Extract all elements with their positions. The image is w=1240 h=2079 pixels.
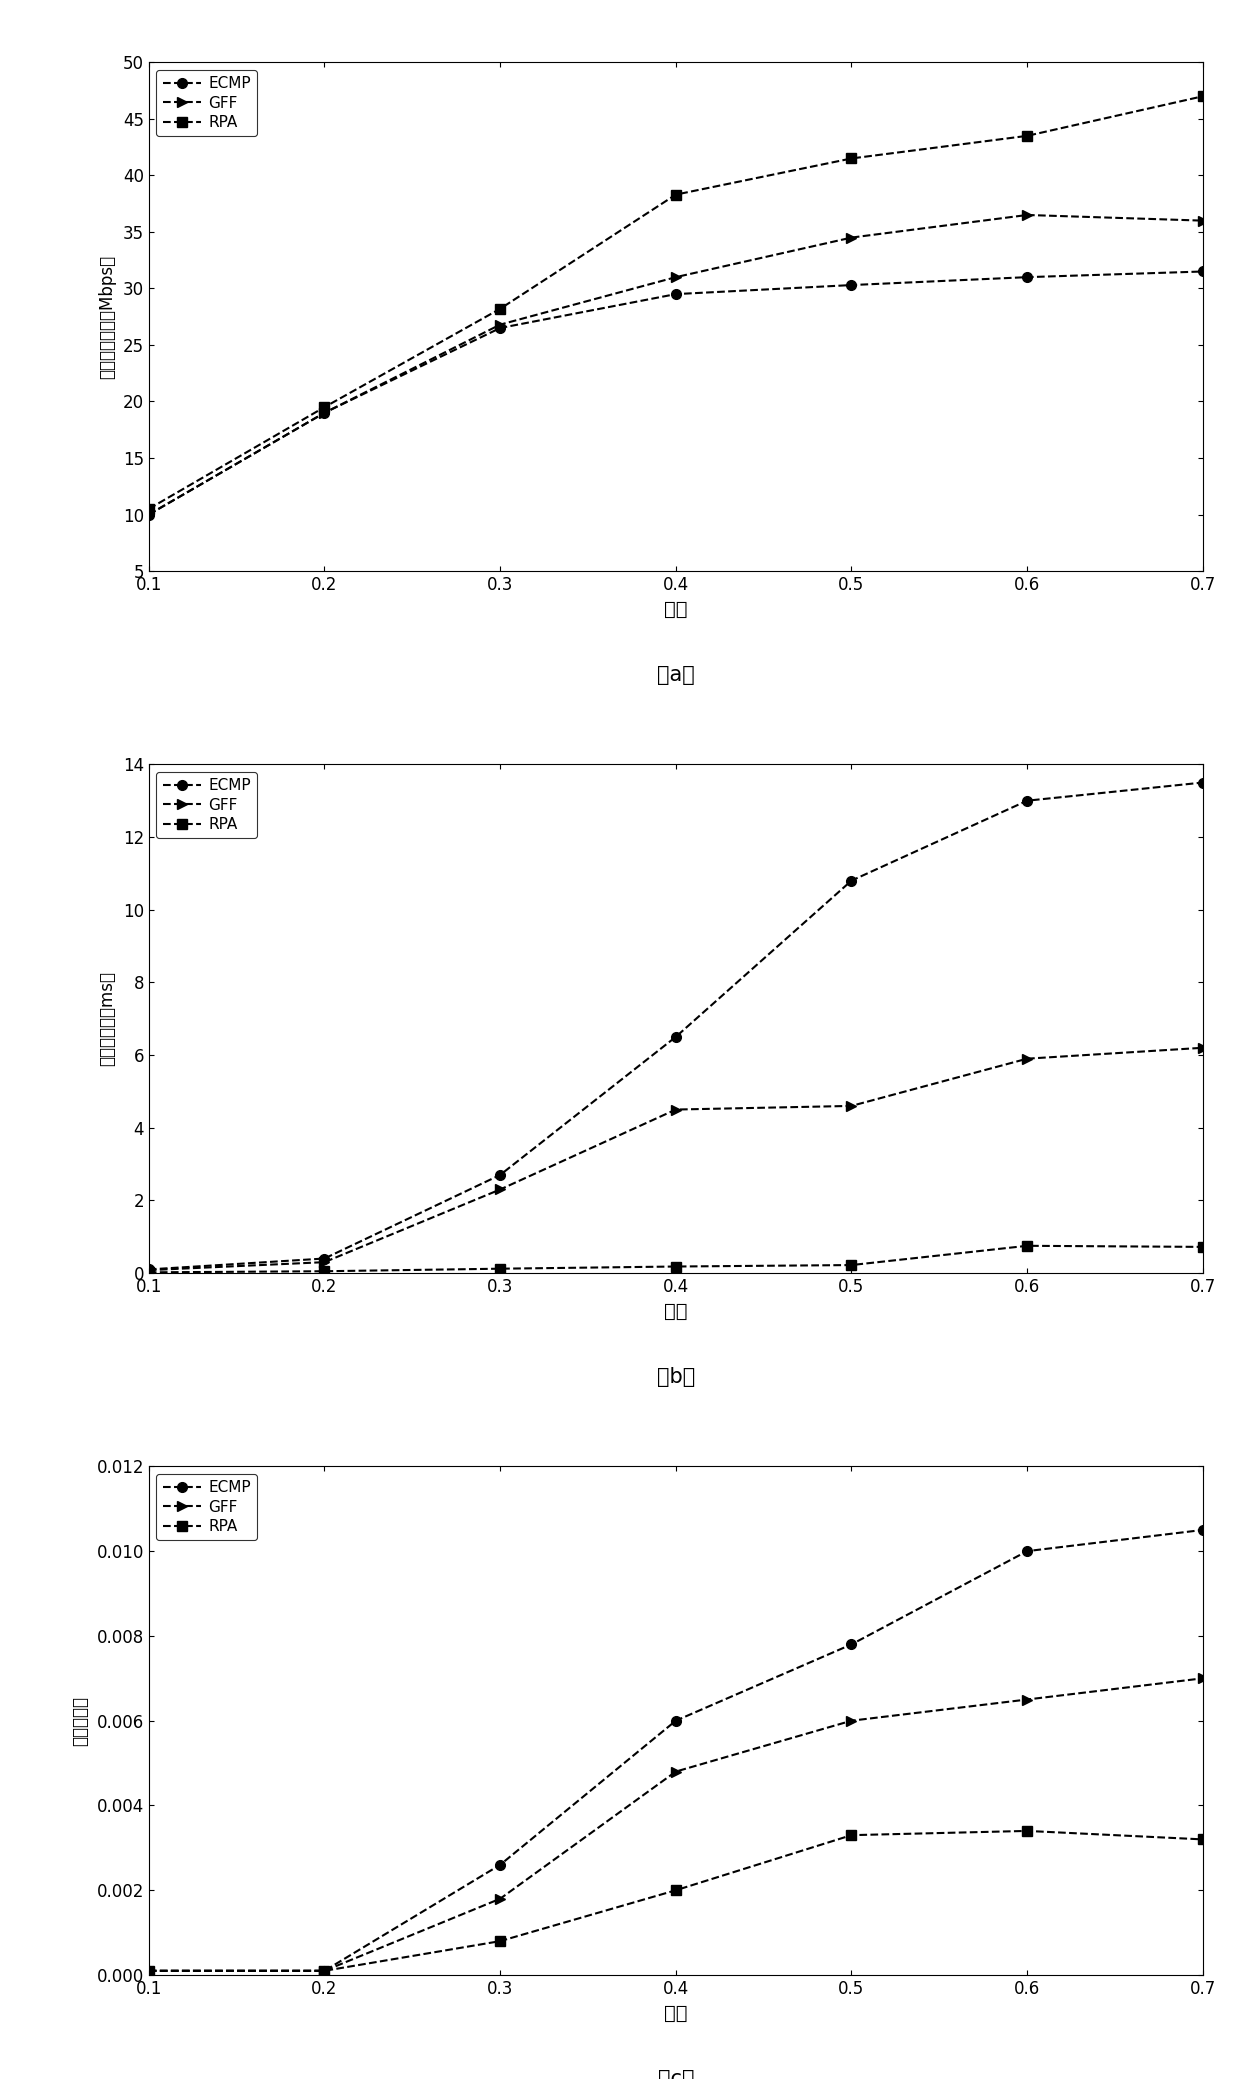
RPA (844, 1823, 859, 1848)
ECMP (668, 1709, 683, 1734)
ECMP (844, 869, 859, 894)
Line: RPA: RPA (144, 1241, 1208, 1277)
RPA (317, 1958, 332, 1983)
Legend: ECMP, GFF, RPA: ECMP, GFF, RPA (156, 1474, 257, 1541)
RPA (1195, 1827, 1210, 1852)
ECMP (668, 1025, 683, 1050)
ECMP (317, 1958, 332, 1983)
RPA (1019, 1819, 1034, 1844)
ECMP (492, 316, 507, 341)
GFF (317, 1958, 332, 1983)
Line: GFF: GFF (144, 1044, 1208, 1274)
GFF (1195, 1035, 1210, 1060)
RPA (668, 183, 683, 208)
ECMP (317, 401, 332, 426)
Legend: ECMP, GFF, RPA: ECMP, GFF, RPA (156, 71, 257, 137)
GFF (317, 1249, 332, 1274)
GFF (668, 264, 683, 289)
RPA (492, 297, 507, 322)
Line: RPA: RPA (144, 91, 1208, 514)
ECMP (1195, 769, 1210, 794)
RPA (317, 1258, 332, 1283)
RPA (668, 1254, 683, 1279)
ECMP (1195, 1518, 1210, 1543)
ECMP (844, 1632, 859, 1657)
ECMP (317, 1245, 332, 1270)
GFF (317, 401, 332, 426)
RPA (844, 1252, 859, 1277)
GFF (141, 1958, 156, 1983)
ECMP (1019, 788, 1034, 813)
Legend: ECMP, GFF, RPA: ECMP, GFF, RPA (156, 771, 257, 838)
X-axis label: 负载: 负载 (665, 599, 687, 617)
Line: GFF: GFF (144, 1674, 1208, 1975)
GFF (492, 1886, 507, 1911)
RPA (1019, 123, 1034, 148)
ECMP (141, 1258, 156, 1283)
GFF (1195, 208, 1210, 233)
Y-axis label: 平均丢包率: 平均丢包率 (72, 1696, 89, 1746)
GFF (492, 312, 507, 337)
RPA (1195, 1235, 1210, 1260)
ECMP (141, 501, 156, 526)
ECMP (844, 272, 859, 297)
Text: （c）: （c） (657, 2069, 694, 2079)
RPA (141, 1958, 156, 1983)
Line: GFF: GFF (144, 210, 1208, 520)
GFF (1019, 1046, 1034, 1071)
GFF (668, 1759, 683, 1784)
ECMP (1019, 1538, 1034, 1563)
ECMP (492, 1162, 507, 1187)
X-axis label: 负载: 负载 (665, 1301, 687, 1320)
GFF (141, 1258, 156, 1283)
Line: ECMP: ECMP (144, 778, 1208, 1274)
Line: ECMP: ECMP (144, 1526, 1208, 1975)
Y-axis label: 平均吞吐量／（Mbps）: 平均吞吐量／（Mbps） (98, 254, 115, 378)
ECMP (141, 1958, 156, 1983)
ECMP (668, 281, 683, 306)
RPA (492, 1929, 507, 1954)
ECMP (492, 1852, 507, 1877)
GFF (844, 225, 859, 249)
Line: RPA: RPA (144, 1825, 1208, 1975)
RPA (1019, 1233, 1034, 1258)
RPA (844, 146, 859, 170)
Line: ECMP: ECMP (144, 266, 1208, 520)
RPA (492, 1256, 507, 1281)
X-axis label: 负载: 负载 (665, 2004, 687, 2023)
RPA (317, 395, 332, 420)
ECMP (1195, 260, 1210, 285)
GFF (1195, 1665, 1210, 1690)
RPA (141, 497, 156, 522)
Text: （b）: （b） (657, 1366, 694, 1387)
Text: （a）: （a） (657, 665, 694, 684)
GFF (1019, 202, 1034, 227)
GFF (844, 1709, 859, 1734)
GFF (492, 1177, 507, 1202)
RPA (668, 1877, 683, 1902)
RPA (1195, 83, 1210, 108)
GFF (141, 501, 156, 526)
GFF (668, 1098, 683, 1123)
RPA (141, 1260, 156, 1285)
GFF (844, 1094, 859, 1119)
GFF (1019, 1686, 1034, 1711)
Y-axis label: 平均时延／（ms）: 平均时延／（ms） (98, 971, 115, 1067)
ECMP (1019, 264, 1034, 289)
